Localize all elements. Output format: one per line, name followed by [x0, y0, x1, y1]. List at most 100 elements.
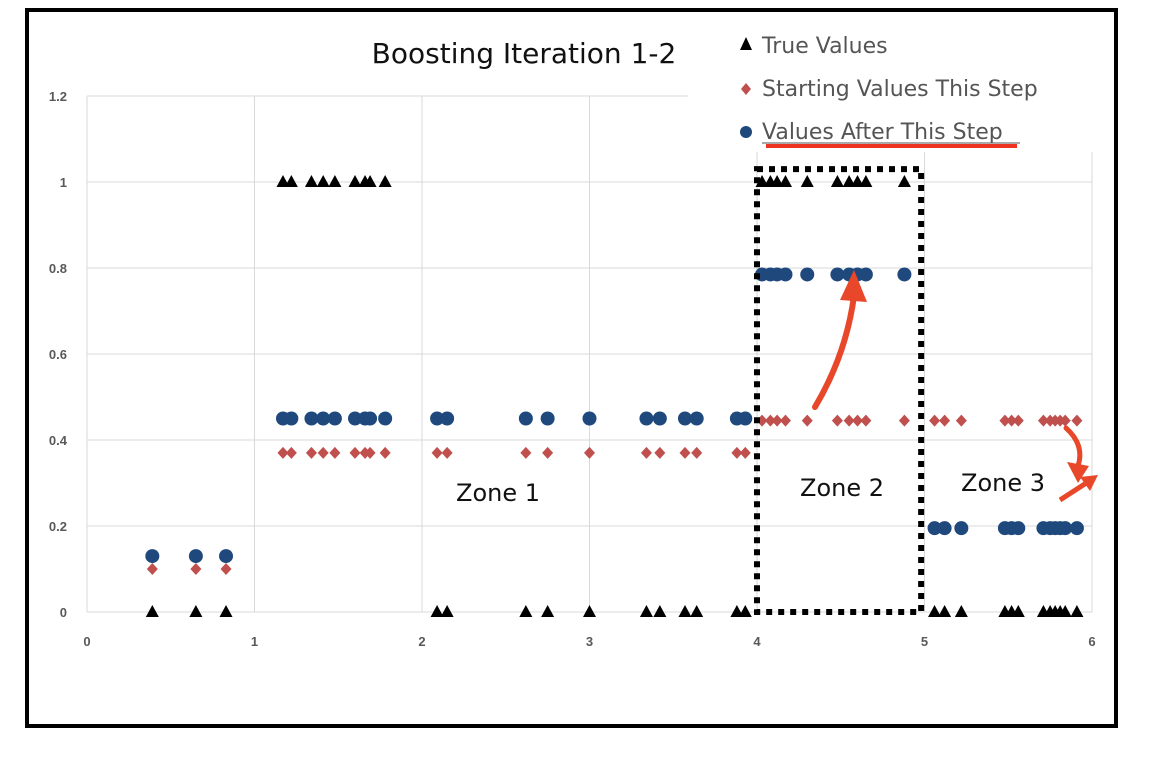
- starting-value-point: [1037, 414, 1049, 427]
- true-value-point: [954, 605, 968, 617]
- x-tick-label: 1: [251, 634, 258, 649]
- zone-2-curved-arrow-shaft: [812, 293, 857, 410]
- true-value-point: [1011, 605, 1025, 617]
- x-tick-label: 4: [753, 634, 761, 649]
- starting-value-point: [1059, 414, 1071, 427]
- value-after-point: [582, 411, 597, 426]
- true-value-point: [653, 605, 667, 617]
- value-after-point: [677, 411, 692, 426]
- true-value-point: [276, 175, 290, 187]
- value-after-point: [440, 411, 455, 426]
- true-value-point: [304, 175, 318, 187]
- starting-value-point: [843, 414, 855, 427]
- legend-circle-icon: [740, 126, 752, 138]
- starting-value-point: [955, 414, 967, 427]
- zone-2-dotted-box: [754, 166, 925, 615]
- starting-value-point: [779, 414, 791, 427]
- true-value-point: [189, 605, 203, 617]
- starting-value-point: [317, 446, 329, 459]
- starting-value-point: [1071, 414, 1083, 427]
- value-after-point: [897, 267, 912, 282]
- zone-2-arrow-head-icon: [840, 270, 867, 302]
- starting-value-point: [1006, 414, 1018, 427]
- value-after-point: [1011, 521, 1026, 536]
- legend-background: [688, 26, 1093, 152]
- starting-value-point: [999, 414, 1011, 427]
- starting-value-point: [305, 446, 317, 459]
- true-value-point: [851, 175, 864, 187]
- legend-triangle-icon: [740, 37, 752, 50]
- starting-value-point: [939, 414, 951, 427]
- true-value-point: [938, 605, 952, 617]
- axis-ticks: 0 0.2 0.4 0.6 0.8 1 1.2 0 1 2 3 4 5 6: [49, 89, 1096, 649]
- true-value-point: [897, 175, 911, 187]
- value-after-point: [954, 521, 969, 536]
- true-value-point: [755, 175, 769, 187]
- x-tick-label: 6: [1088, 634, 1095, 649]
- true-value-point: [800, 175, 814, 187]
- starting-value-point: [190, 563, 202, 575]
- true-value-point: [859, 175, 873, 187]
- legend-label-values-after: Values After This Step: [762, 120, 1003, 145]
- value-after-point: [639, 411, 654, 426]
- starting-value-point: [285, 446, 297, 459]
- starting-value-point: [860, 414, 872, 427]
- legend-diamond-icon: [741, 83, 751, 95]
- zone-3-curved-arrow-shaft: [1063, 425, 1083, 469]
- value-after-point: [689, 411, 704, 426]
- starting-value-point: [441, 446, 453, 459]
- value-after-point: [1058, 521, 1073, 536]
- highlight-annotations: [766, 144, 1098, 503]
- true-value-point: [328, 175, 342, 187]
- starting-value-point: [431, 446, 443, 459]
- value-after-point: [858, 267, 873, 282]
- value-after-point: [927, 521, 942, 536]
- true-value-point: [738, 605, 752, 617]
- y-tick-label: 0.4: [49, 433, 68, 448]
- value-after-point: [363, 411, 378, 426]
- zone-2-label: Zone 2: [800, 474, 884, 502]
- true-value-point: [1070, 605, 1084, 617]
- value-after-point: [327, 411, 342, 426]
- starting-value-point: [329, 446, 341, 459]
- value-after-point: [304, 411, 319, 426]
- starting-value-point: [654, 446, 666, 459]
- value-after-point: [540, 411, 555, 426]
- starting-value-point: [364, 446, 376, 459]
- x-tick-label: 5: [921, 634, 928, 649]
- starting-value-point: [379, 446, 391, 459]
- value-after-point: [830, 267, 845, 282]
- true-value-point: [928, 605, 942, 617]
- legend-entry-starting-values: Starting Values This Step: [741, 77, 1038, 102]
- true-value-point: [316, 175, 330, 187]
- starting-value-point: [277, 446, 289, 459]
- starting-value-point: [739, 446, 751, 459]
- chart-title: Boosting Iteration 1-2: [372, 37, 677, 70]
- true-value-point: [730, 605, 744, 617]
- value-after-point: [800, 267, 815, 282]
- starting-value-point: [771, 414, 783, 427]
- y-tick-label: 0.2: [49, 519, 67, 534]
- starting-value-point: [852, 414, 863, 427]
- true-value-point: [830, 175, 844, 187]
- series-circle-points: [145, 267, 1084, 564]
- value-after-point: [778, 267, 793, 282]
- true-value-point: [378, 175, 392, 187]
- zone-3-label: Zone 3: [961, 469, 1045, 497]
- true-value-point: [363, 175, 377, 187]
- starting-value-point: [929, 414, 941, 427]
- legend-entry-values-after: Values After This Step: [740, 120, 1020, 145]
- true-value-point: [348, 175, 362, 187]
- legend: True Values Starting Values This Step Va…: [688, 26, 1093, 152]
- value-after-point: [316, 411, 331, 426]
- y-tick-label: 0: [60, 605, 67, 620]
- value-after-point: [937, 521, 952, 536]
- zone-1-label: Zone 1: [456, 479, 540, 507]
- true-value-point: [690, 605, 704, 617]
- true-value-point: [778, 175, 792, 187]
- starting-value-point: [731, 446, 743, 459]
- starting-value-point: [640, 446, 652, 459]
- data-points: [145, 175, 1084, 617]
- value-after-point: [652, 411, 667, 426]
